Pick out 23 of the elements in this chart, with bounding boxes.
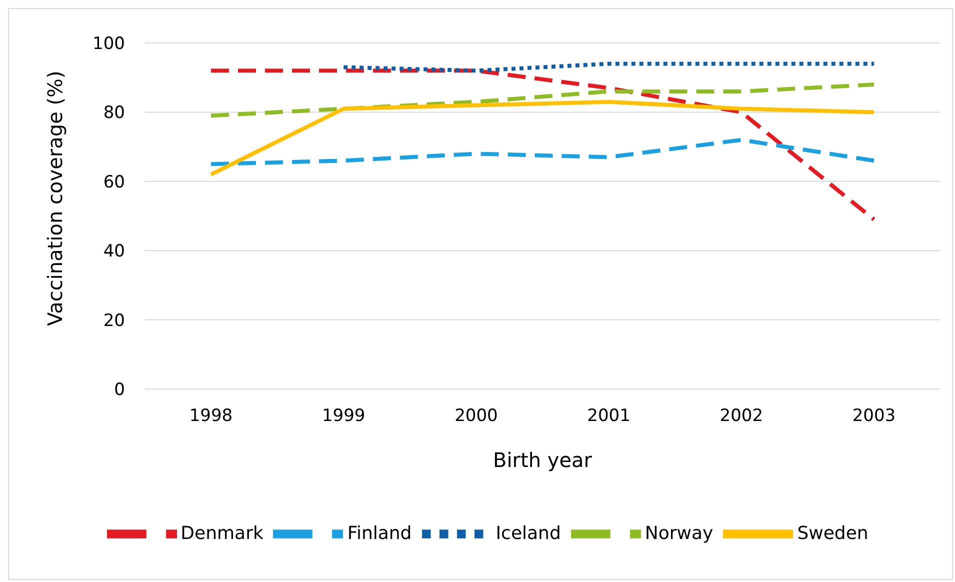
line-series [209, 100, 876, 176]
y-tick-label: 60 [103, 172, 125, 192]
x-tick-label: 1999 [322, 406, 366, 426]
line-series [209, 68, 876, 222]
y-tick-label: 80 [103, 103, 125, 124]
legend-label: Norway [644, 522, 714, 544]
legend-label: Finland [347, 522, 412, 544]
x-axis-title: Birth year [493, 448, 593, 472]
x-tick-label: 1998 [189, 406, 233, 426]
y-tick-label: 20 [103, 310, 125, 331]
x-tick-label: 2002 [720, 406, 764, 426]
legend-label: Denmark [180, 522, 264, 544]
y-tick-label: 100 [92, 34, 125, 54]
line-series [209, 82, 876, 118]
x-tick-label: 2003 [852, 406, 896, 426]
legend-label: Iceland [496, 522, 561, 544]
y-tick-label: 40 [103, 242, 125, 262]
y-axis-title: Vaccination coverage (%) [43, 70, 68, 326]
legend-label: Sweden [797, 522, 868, 544]
x-tick-label: 2001 [587, 406, 630, 426]
y-tick-label: 0 [114, 380, 125, 400]
x-tick-label: 2000 [454, 406, 498, 426]
line-series [209, 138, 876, 166]
